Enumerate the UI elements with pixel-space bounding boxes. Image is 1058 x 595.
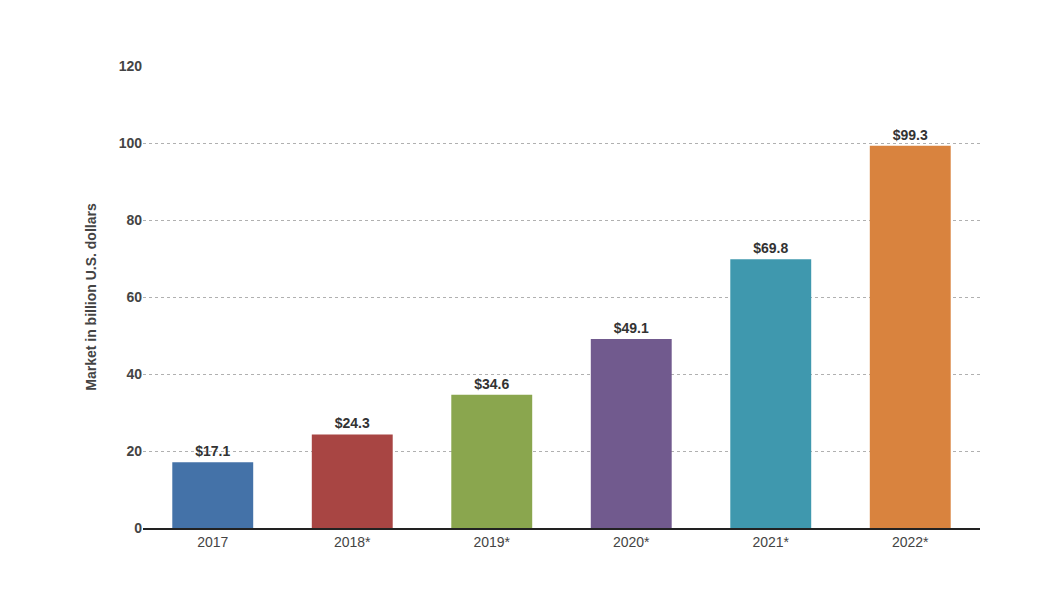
- svg-text:2019*: 2019*: [473, 534, 510, 550]
- svg-text:$17.1: $17.1: [195, 443, 230, 459]
- svg-text:2021*: 2021*: [752, 534, 789, 550]
- svg-text:40: 40: [126, 366, 142, 382]
- svg-text:$49.1: $49.1: [614, 320, 649, 336]
- svg-text:80: 80: [126, 212, 142, 228]
- svg-text:100: 100: [119, 135, 143, 151]
- svg-text:2022*: 2022*: [892, 534, 929, 550]
- svg-text:2018*: 2018*: [334, 534, 371, 550]
- svg-text:2020*: 2020*: [613, 534, 650, 550]
- svg-text:$34.6: $34.6: [474, 376, 509, 392]
- svg-text:2017: 2017: [197, 534, 228, 550]
- svg-text:60: 60: [126, 289, 142, 305]
- svg-text:0: 0: [134, 520, 142, 536]
- svg-text:Market in billion U.S. dollars: Market in billion U.S. dollars: [83, 203, 99, 391]
- svg-text:120: 120: [119, 58, 143, 74]
- svg-text:$69.8: $69.8: [753, 240, 788, 256]
- svg-text:$99.3: $99.3: [893, 127, 928, 143]
- svg-text:20: 20: [126, 443, 142, 459]
- svg-text:$24.3: $24.3: [335, 415, 370, 431]
